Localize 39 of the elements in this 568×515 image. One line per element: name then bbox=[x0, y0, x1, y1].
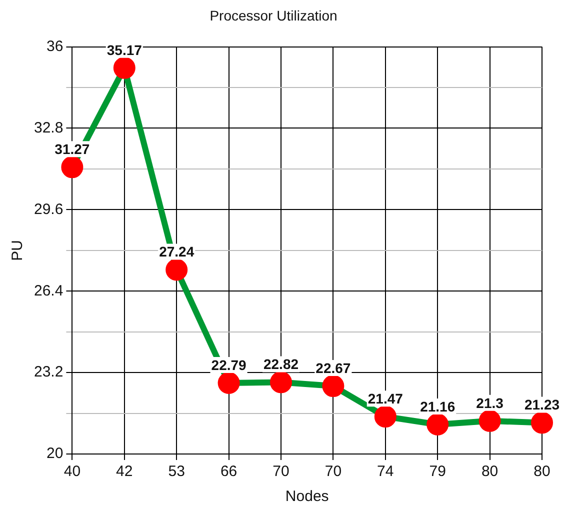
chart-title: Processor Utilization bbox=[210, 7, 338, 24]
data-label: 31.27 bbox=[54, 141, 90, 158]
y-axis-title: PU bbox=[9, 240, 26, 261]
y-tick-label: 36 bbox=[46, 38, 64, 55]
data-label: 27.24 bbox=[159, 244, 194, 260]
point bbox=[218, 372, 240, 394]
x-tick-label: 40 bbox=[64, 463, 81, 480]
data-label: 35.17 bbox=[106, 42, 142, 58]
x-tick-label: 79 bbox=[429, 463, 446, 480]
x-tick-label: 70 bbox=[272, 463, 290, 480]
y-tick-label: 29.6 bbox=[34, 200, 64, 218]
y-tick-label: 20 bbox=[46, 445, 64, 462]
point bbox=[113, 56, 136, 79]
data-label: 21.3 bbox=[476, 394, 504, 411]
point bbox=[374, 406, 396, 428]
x-tick-label: 80 bbox=[481, 463, 498, 480]
data-label: 21.23 bbox=[524, 396, 560, 413]
data-label: 21.47 bbox=[368, 390, 404, 406]
x-tick-label: 66 bbox=[220, 463, 238, 480]
y-tick-label: 23.2 bbox=[34, 364, 64, 381]
x-tick-label: 80 bbox=[534, 463, 550, 480]
x-tick-label: 53 bbox=[168, 463, 185, 480]
point bbox=[270, 371, 292, 394]
point bbox=[478, 410, 501, 432]
point bbox=[531, 412, 553, 434]
data-label: 22.67 bbox=[316, 360, 351, 376]
data-label: 22.82 bbox=[263, 356, 299, 372]
point bbox=[166, 258, 188, 281]
point bbox=[426, 413, 449, 436]
point bbox=[322, 375, 344, 398]
point bbox=[61, 156, 84, 178]
data-label: 21.16 bbox=[420, 398, 456, 414]
x-axis-title: Nodes bbox=[285, 488, 329, 506]
y-tick-label: 32.8 bbox=[34, 119, 64, 136]
x-tick-label: 74 bbox=[377, 463, 394, 480]
y-tick-label: 26.4 bbox=[34, 282, 64, 300]
x-tick-label: 42 bbox=[116, 463, 133, 480]
data-label: 22.79 bbox=[211, 356, 247, 373]
x-tick-label: 70 bbox=[324, 463, 342, 480]
